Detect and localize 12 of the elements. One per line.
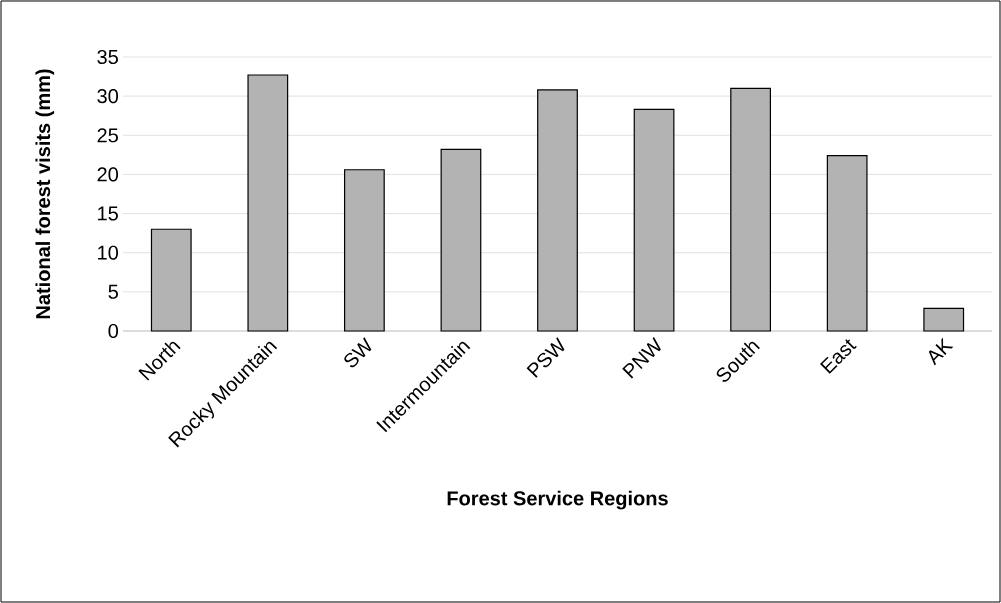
y-tick-label: 10 (98, 245, 119, 260)
y-tick-label: 20 (97, 167, 119, 182)
y-tick-label: 25 (97, 128, 118, 143)
y-tick-label: 30 (97, 89, 119, 104)
y-tick-label: 35 (97, 49, 118, 65)
x-tick-label: AK (928, 337, 954, 366)
x-tick-label: SW (344, 337, 372, 368)
x-axis-title: Forest Service Regions (447, 490, 668, 510)
y-tick-label: 15 (98, 206, 118, 221)
y-tick-label: 0 (108, 323, 119, 339)
y-axis-title: National forest visits (mm) (35, 69, 55, 319)
y-tick-label: 5 (108, 284, 118, 299)
